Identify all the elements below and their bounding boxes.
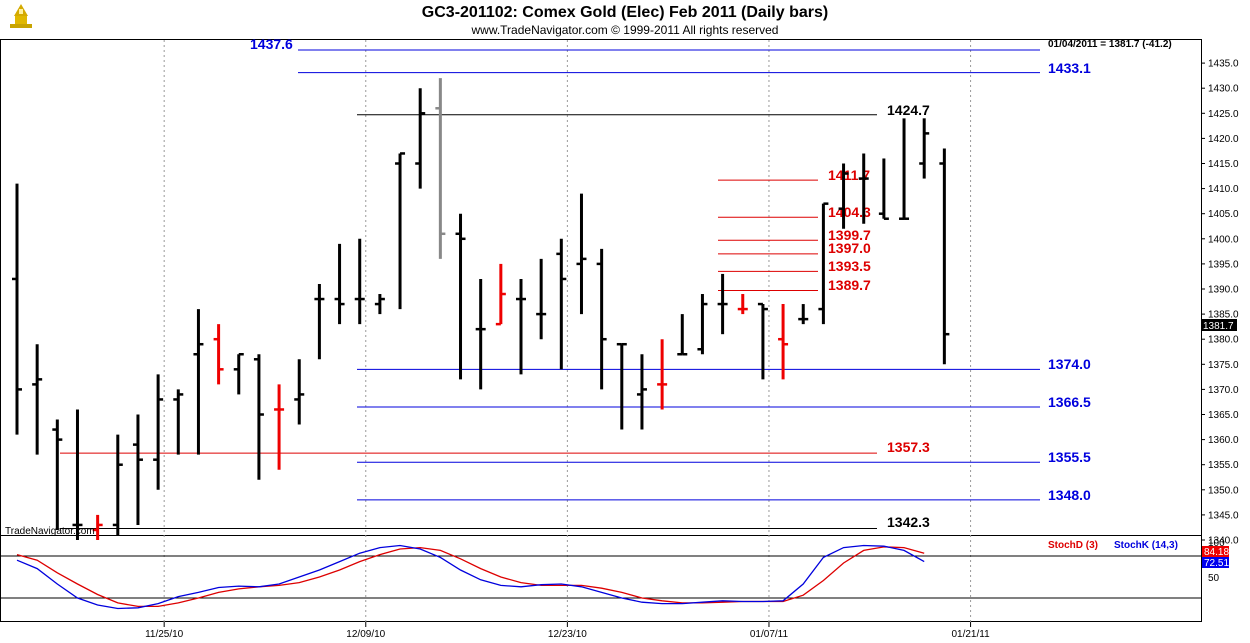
stoch-d-value-box: [1202, 546, 1229, 557]
stoch-k-value-box: [1202, 557, 1229, 568]
x-tick-label: 01/07/11: [750, 629, 789, 640]
stoch-tick-label: 50: [1208, 573, 1220, 584]
trade-navigator-logo-icon: [10, 4, 32, 28]
y-tick-label: 1365.0: [1208, 410, 1239, 421]
level-label: 1348.0: [1048, 487, 1091, 503]
y-tick-label: 1415.0: [1208, 159, 1239, 170]
level-label: 1389.7: [828, 277, 871, 293]
y-tick-label: 1360.0: [1208, 435, 1239, 446]
y-tick-label: 1385.0: [1208, 310, 1239, 321]
x-tick-label: 12/23/10: [548, 629, 587, 640]
x-tick-label: 12/09/10: [346, 629, 385, 640]
y-tick-label: 1340.0: [1208, 536, 1239, 547]
last-price-box: [1202, 319, 1237, 331]
level-label: 1424.7: [887, 102, 930, 118]
level-label: 1342.3: [887, 514, 930, 530]
y-tick-label: 1345.0: [1208, 510, 1239, 521]
stoch-d-label: StochD (3): [1048, 540, 1098, 551]
chart-subtitle: www.TradeNavigator.com © 1999-2011 All r…: [471, 23, 779, 37]
level-label: 1393.5: [828, 258, 871, 274]
y-tick-label: 1375.0: [1208, 360, 1239, 371]
x-tick-label: 01/21/11: [951, 629, 990, 640]
y-tick-label: 1380.0: [1208, 335, 1239, 346]
level-label: 1374.0: [1048, 356, 1091, 372]
last-price-label: 1381.7: [1203, 321, 1234, 332]
level-label: 1433.1: [1048, 60, 1091, 76]
y-tick-label: 1355.0: [1208, 460, 1239, 471]
stoch-k-line: [16, 544, 925, 610]
y-tick-label: 1425.0: [1208, 109, 1239, 120]
y-tick-label: 1370.0: [1208, 385, 1239, 396]
level-label: 1355.5: [1048, 449, 1091, 465]
y-tick-label: 1390.0: [1208, 285, 1239, 296]
last-bar-info: 01/04/2011 = 1381.7 (-41.2): [1048, 39, 1172, 50]
level-label: 1366.5: [1048, 394, 1091, 410]
level-label: 1397.0: [828, 240, 871, 256]
watermark: TradeNavigator.com: [5, 526, 95, 537]
y-tick-label: 1420.0: [1208, 134, 1239, 145]
stoch-k-value: 72.51: [1204, 558, 1229, 569]
chart-title: GC3-201102: Comex Gold (Elec) Feb 2011 (…: [422, 4, 828, 21]
stoch-pane: [0, 535, 1202, 622]
y-tick-label: 1350.0: [1208, 485, 1239, 496]
stoch-d-value: 84.18: [1204, 547, 1229, 558]
x-tick-label: 11/25/10: [145, 629, 184, 640]
level-label: 1437.6: [250, 36, 293, 52]
y-tick-label: 1410.0: [1208, 184, 1239, 195]
y-tick-label: 1430.0: [1208, 84, 1239, 95]
y-tick-label: 1395.0: [1208, 259, 1239, 270]
stoch-tick-label: 100: [1208, 538, 1225, 549]
y-tick-label: 1400.0: [1208, 234, 1239, 245]
y-tick-label: 1435.0: [1208, 59, 1239, 70]
level-label: 1357.3: [887, 439, 930, 455]
y-tick-label: 1405.0: [1208, 209, 1239, 220]
stoch-k-label: StochK (14,3): [1114, 540, 1178, 551]
level-label: 1399.7: [828, 227, 871, 243]
